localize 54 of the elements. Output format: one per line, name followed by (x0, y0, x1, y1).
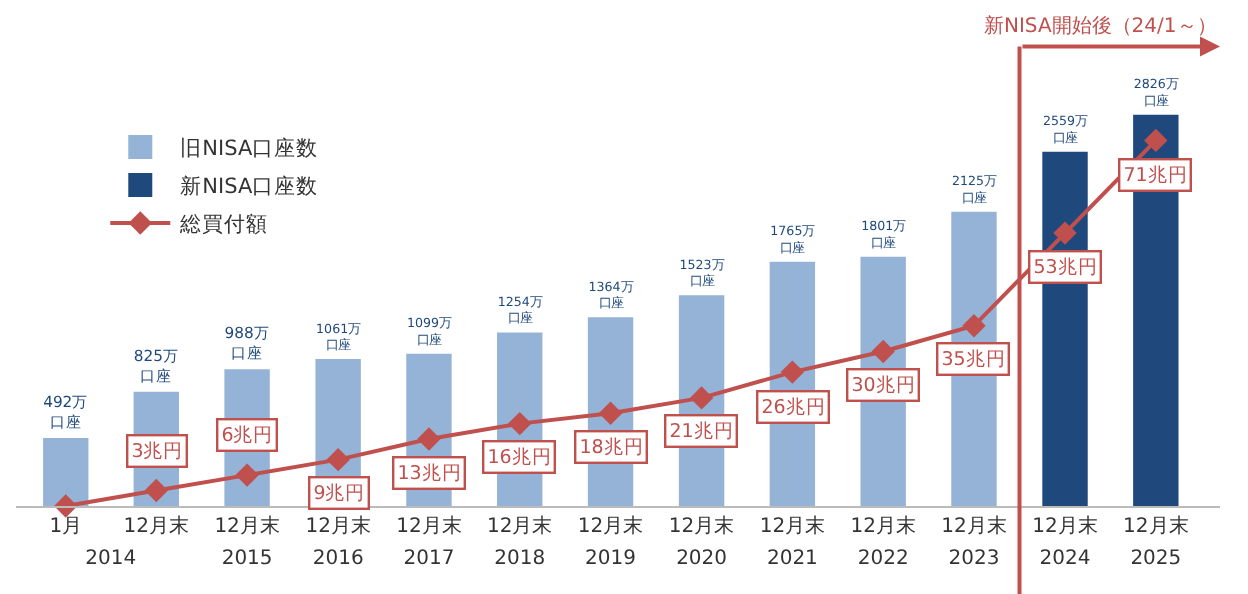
point (962, 314, 986, 338)
x-tick-label: 12月末 (850, 514, 916, 538)
legend-label: 旧NISA口座数 (180, 135, 319, 162)
point (235, 463, 259, 487)
x-tick-label: 12月末 (759, 514, 826, 538)
x2-tick-label: 2016 (312, 548, 364, 570)
point (508, 411, 532, 436)
x-tick-label: 12月末 (1123, 514, 1189, 538)
data-label: 3兆円 (131, 439, 184, 464)
x-tick-label: 1月 (49, 516, 83, 538)
x2-tick-label: 2018 (494, 548, 546, 570)
point (1053, 221, 1077, 245)
x2-tick-label: 2017 (403, 548, 455, 570)
data-label: 18兆円 (579, 435, 644, 460)
data-label: 6兆円 (221, 423, 274, 448)
point (871, 339, 895, 364)
x-tick-label: 12月末 (214, 514, 280, 538)
data-label: 26兆円 (761, 395, 826, 420)
bar (43, 437, 89, 506)
x-tick-label: 12月末 (577, 514, 644, 538)
data-label: 35兆円 (941, 347, 1006, 372)
x2-tick-label: 2019 (585, 548, 636, 570)
x2-tick-label: 2014 (85, 548, 137, 570)
data-label: 30兆円 (851, 373, 916, 398)
x-tick-label: 12月末 (396, 514, 462, 538)
point (144, 478, 168, 503)
x-tick-label: 12月末 (123, 514, 190, 538)
x-tick-label: 12月末 (941, 514, 1007, 538)
ref-line-label: 新NISA開始後（24/1～） (984, 14, 1217, 38)
x2-tick-label: 2020 (676, 548, 728, 570)
data-label: 21兆円 (669, 419, 734, 444)
x-tick-label: 12月末 (487, 514, 553, 538)
x-tick-label: 12月末 (305, 514, 371, 538)
x-tick-label: 12月末 (668, 514, 735, 538)
point (689, 386, 714, 410)
data-label: 9兆円 (313, 481, 366, 506)
x2-tick-label: 2021 (766, 548, 818, 570)
x2-tick-label: 2023 (948, 548, 1000, 570)
point (1144, 128, 1168, 153)
x2-tick-label: 2022 (857, 548, 909, 570)
x2-tick-label: 2025 (1130, 548, 1182, 570)
data-label: 71兆円 (1123, 163, 1188, 188)
legend-label: 新NISA口座数 (180, 173, 319, 200)
point (417, 427, 441, 451)
data-label: 53兆円 (1033, 255, 1098, 280)
x-tick-label: 12月末 (1032, 514, 1098, 538)
legend-label: 総買付額 (178, 211, 269, 238)
point (598, 401, 623, 426)
x2-tick-label: 2024 (1039, 548, 1091, 570)
x2-tick-label: 2015 (221, 548, 273, 570)
data-label: 16兆円 (487, 445, 552, 470)
data-label: 13兆円 (397, 461, 462, 486)
point (326, 447, 350, 472)
point (780, 360, 805, 384)
